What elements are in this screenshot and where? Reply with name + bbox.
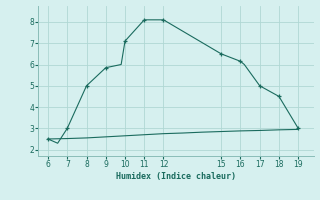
- X-axis label: Humidex (Indice chaleur): Humidex (Indice chaleur): [116, 172, 236, 181]
